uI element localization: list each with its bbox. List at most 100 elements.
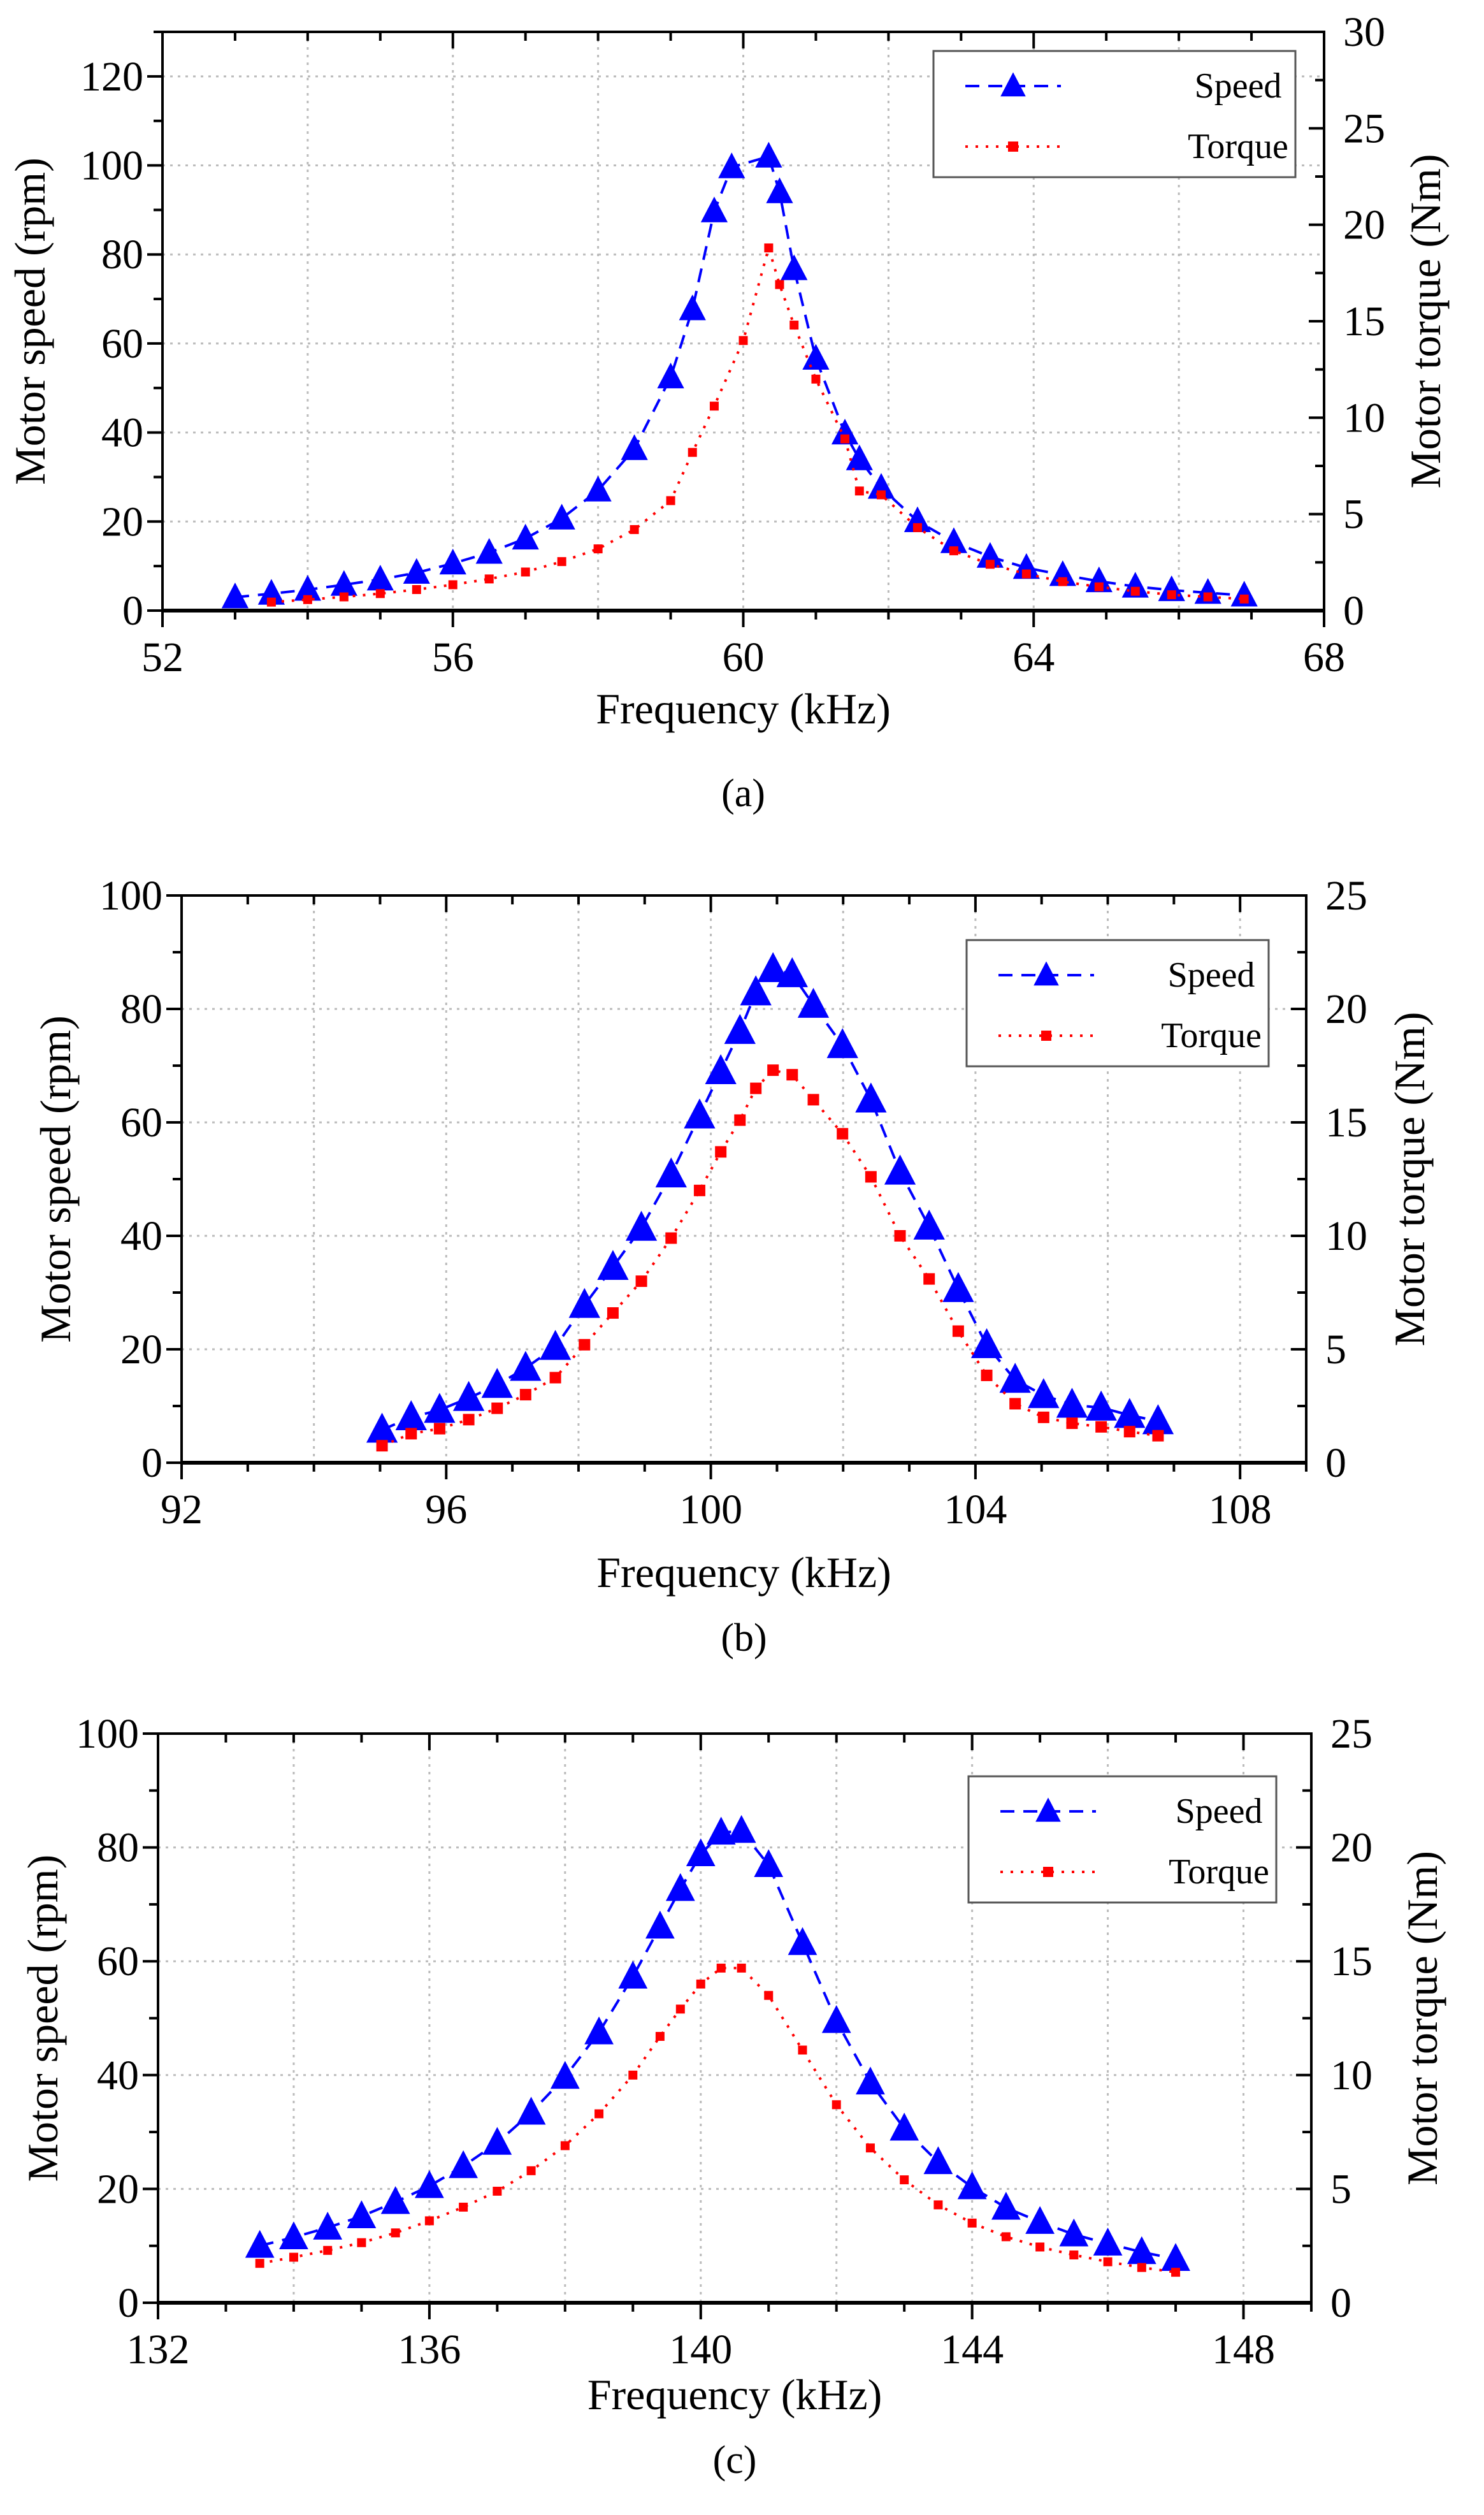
torque-point bbox=[594, 2109, 604, 2119]
y2-axis-label: Motor torque (Nm) bbox=[1398, 1851, 1446, 2185]
y-tick-label: 0 bbox=[122, 588, 143, 634]
speed-point bbox=[999, 1363, 1031, 1393]
torque-point bbox=[1171, 2268, 1181, 2277]
torque-point bbox=[376, 1440, 388, 1452]
y2-tick-label: 20 bbox=[1325, 986, 1367, 1033]
speed-point bbox=[395, 1400, 427, 1430]
speed-point bbox=[510, 1351, 542, 1381]
legend: Speed Torque bbox=[967, 1775, 1278, 1904]
y2-tick-label: 25 bbox=[1330, 1711, 1372, 1757]
figure-caption: (c) bbox=[713, 2439, 757, 2482]
torque-point bbox=[798, 2045, 807, 2055]
torque-point bbox=[832, 2100, 841, 2110]
torque-point bbox=[865, 1171, 877, 1183]
x-tick-label: 64 bbox=[1012, 634, 1055, 681]
torque-point bbox=[1239, 594, 1249, 604]
speed-point bbox=[700, 196, 728, 222]
x-tick-label: 132 bbox=[127, 2326, 190, 2373]
speed-point bbox=[221, 583, 249, 609]
speed-point bbox=[245, 2229, 275, 2258]
x-tick-label: 108 bbox=[1209, 1486, 1272, 1533]
speed-point bbox=[1056, 1388, 1088, 1418]
torque-point bbox=[289, 2252, 298, 2262]
speed-point bbox=[366, 565, 394, 591]
torque-point bbox=[900, 2175, 909, 2185]
torque-point bbox=[519, 1389, 531, 1401]
y-tick-label: 40 bbox=[120, 1213, 162, 1259]
x-tick-label: 96 bbox=[425, 1486, 467, 1533]
speed-point bbox=[1161, 2243, 1190, 2271]
y2-axis-label: Motor torque (Nm) bbox=[1401, 154, 1450, 488]
legend-box bbox=[967, 1775, 1278, 1904]
torque-point bbox=[750, 1082, 762, 1094]
speed-point bbox=[724, 1013, 756, 1044]
speed-point bbox=[754, 1849, 784, 1878]
x-tick-label: 92 bbox=[161, 1486, 203, 1533]
speed-point bbox=[475, 538, 503, 564]
legend-triangle-icon bbox=[1034, 961, 1059, 986]
speed-point bbox=[621, 434, 648, 460]
y2-tick-label: 20 bbox=[1343, 202, 1385, 249]
y2-tick-label: 15 bbox=[1343, 298, 1385, 345]
speed-point bbox=[766, 177, 793, 203]
y2-tick-label: 0 bbox=[1330, 2280, 1351, 2326]
speed-point bbox=[884, 1154, 916, 1185]
torque-point bbox=[593, 544, 603, 554]
speed-point bbox=[1049, 560, 1076, 586]
speed-point bbox=[718, 152, 746, 178]
y-tick-label: 120 bbox=[80, 54, 143, 100]
torque-point bbox=[1095, 1421, 1107, 1433]
torque-point bbox=[854, 486, 864, 496]
speed-point bbox=[481, 1368, 513, 1398]
speed-point bbox=[970, 1328, 1003, 1358]
legend-label-torque: Torque bbox=[1161, 1016, 1262, 1055]
torque-point bbox=[709, 402, 719, 411]
speed-point bbox=[856, 2066, 885, 2095]
y-axis-label: Motor speed (rpm) bbox=[31, 1015, 80, 1343]
legend-box bbox=[932, 50, 1297, 178]
torque-point bbox=[1058, 577, 1067, 586]
legend-square-icon bbox=[1008, 141, 1018, 152]
speed-point bbox=[415, 2170, 444, 2198]
x-tick-label: 60 bbox=[723, 634, 765, 681]
torque-point bbox=[1203, 592, 1213, 602]
y-axis-label: Motor speed (rpm) bbox=[6, 157, 54, 485]
speed-point bbox=[826, 1028, 858, 1059]
speed-point bbox=[1085, 566, 1113, 593]
y-tick-label: 40 bbox=[101, 410, 143, 456]
speed-point bbox=[1059, 2218, 1089, 2247]
torque-point bbox=[696, 1979, 705, 1989]
figure-caption: (a) bbox=[721, 772, 765, 815]
y2-tick-label: 5 bbox=[1330, 2166, 1351, 2212]
speed-point bbox=[550, 2061, 580, 2089]
speed-point bbox=[1025, 2206, 1055, 2234]
torque-point bbox=[967, 2218, 977, 2228]
torque-point bbox=[521, 567, 530, 577]
torque-point bbox=[933, 2200, 943, 2210]
y-tick-label: 100 bbox=[99, 873, 162, 919]
torque-point bbox=[557, 557, 566, 567]
x-tick-label: 148 bbox=[1212, 2326, 1275, 2373]
y-tick-label: 0 bbox=[118, 2280, 139, 2326]
speed-point bbox=[831, 418, 859, 445]
torque-point bbox=[716, 1963, 726, 1973]
torque-point bbox=[1001, 2232, 1011, 2242]
speed-point bbox=[625, 1210, 658, 1241]
y-tick-label: 60 bbox=[120, 1099, 162, 1146]
torque-point bbox=[985, 560, 995, 569]
y2-tick-label: 20 bbox=[1330, 1825, 1372, 1871]
torque-point bbox=[579, 1338, 591, 1351]
speed-point bbox=[645, 1910, 675, 1939]
speed-point bbox=[657, 362, 684, 389]
torque-point bbox=[1167, 590, 1176, 600]
speed-point bbox=[512, 523, 539, 550]
series-line-torque bbox=[271, 243, 1244, 604]
torque-point bbox=[1094, 582, 1104, 591]
legend-label-speed: Speed bbox=[1176, 1792, 1263, 1831]
torque-point bbox=[876, 490, 886, 500]
torque-point bbox=[923, 1273, 935, 1285]
y2-tick-label: 25 bbox=[1325, 873, 1367, 919]
speed-point bbox=[821, 2005, 851, 2033]
speed-point bbox=[788, 1927, 818, 1955]
